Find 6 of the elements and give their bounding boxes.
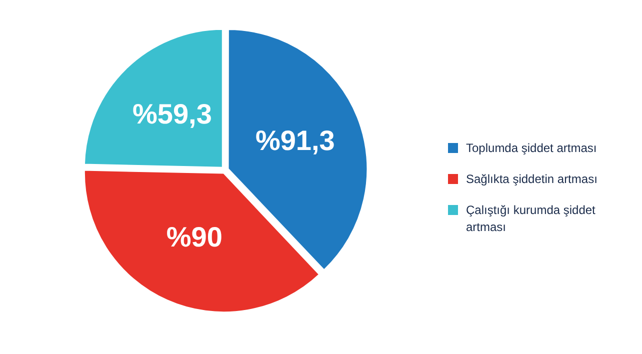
legend-label: Çalıştığı kurumda şiddet artması xyxy=(466,202,596,236)
legend-label: Toplumda şiddet artması xyxy=(466,140,597,157)
data-label: %90 xyxy=(166,222,222,253)
data-label: %59,3 xyxy=(132,98,212,130)
legend-label: Sağlıkta şiddetin artması xyxy=(466,171,598,188)
data-label: %91,3 xyxy=(255,124,335,156)
